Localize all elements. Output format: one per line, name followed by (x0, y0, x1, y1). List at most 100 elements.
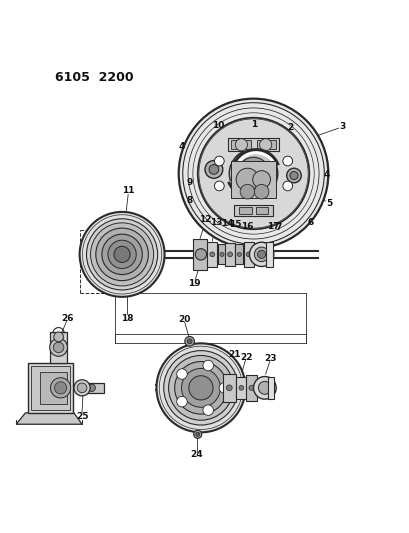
Text: 22: 22 (239, 353, 252, 361)
Bar (218, 244, 225, 264)
Circle shape (202, 405, 213, 415)
Text: 17: 17 (267, 222, 279, 231)
Text: 10: 10 (211, 121, 224, 130)
Text: 15: 15 (229, 220, 241, 229)
Circle shape (252, 171, 270, 189)
Circle shape (195, 249, 206, 260)
Text: 19: 19 (188, 279, 200, 288)
Circle shape (88, 384, 95, 391)
Circle shape (163, 351, 238, 425)
Circle shape (238, 385, 243, 390)
Circle shape (54, 382, 67, 394)
Text: 20: 20 (178, 314, 190, 324)
Bar (82, 383, 104, 393)
Bar (40, 372, 67, 404)
Bar (231, 140, 250, 149)
Text: 5: 5 (326, 198, 332, 207)
Bar (222, 374, 235, 401)
Text: 6: 6 (306, 219, 312, 227)
Circle shape (229, 149, 277, 198)
Circle shape (258, 382, 271, 394)
Circle shape (254, 184, 268, 199)
Circle shape (227, 252, 232, 257)
Bar (235, 244, 243, 264)
Circle shape (196, 251, 203, 258)
Text: 4: 4 (322, 170, 329, 179)
Circle shape (174, 361, 227, 414)
Circle shape (253, 376, 276, 399)
Circle shape (114, 246, 130, 262)
Circle shape (289, 172, 297, 180)
Text: 7: 7 (275, 223, 281, 232)
Text: 12: 12 (198, 215, 211, 224)
Circle shape (240, 184, 254, 199)
Circle shape (249, 242, 273, 266)
Text: 11: 11 (122, 186, 135, 195)
Circle shape (286, 168, 301, 183)
Circle shape (214, 156, 224, 166)
Bar (231, 161, 275, 198)
Bar (265, 242, 272, 266)
Circle shape (181, 368, 220, 407)
Bar (236, 376, 246, 399)
Circle shape (282, 156, 292, 166)
Bar (234, 205, 272, 216)
Circle shape (54, 332, 63, 342)
Circle shape (184, 336, 194, 346)
Circle shape (254, 247, 268, 262)
Circle shape (189, 376, 213, 400)
Circle shape (77, 383, 87, 393)
Circle shape (101, 234, 142, 274)
Bar (239, 207, 251, 214)
Text: 16: 16 (240, 222, 253, 231)
Bar (267, 376, 274, 399)
Bar (49, 333, 67, 363)
Circle shape (49, 338, 67, 356)
Circle shape (202, 360, 213, 371)
Circle shape (219, 252, 223, 256)
Bar (31, 366, 70, 410)
Circle shape (178, 99, 328, 248)
Text: 26: 26 (61, 314, 74, 323)
Bar (28, 363, 72, 413)
Bar (256, 140, 276, 149)
Circle shape (237, 157, 269, 190)
Circle shape (86, 219, 157, 290)
Circle shape (214, 181, 224, 191)
Text: 25: 25 (76, 411, 89, 421)
Circle shape (237, 252, 241, 256)
Text: 13: 13 (209, 219, 222, 227)
Circle shape (209, 252, 214, 257)
Circle shape (90, 223, 153, 286)
Circle shape (176, 397, 187, 407)
Bar (225, 243, 234, 265)
Text: 21: 21 (228, 350, 240, 359)
Circle shape (195, 432, 199, 437)
Circle shape (187, 339, 191, 344)
Circle shape (232, 152, 274, 195)
Circle shape (50, 378, 70, 398)
Bar (207, 242, 217, 266)
Circle shape (282, 181, 292, 191)
Circle shape (236, 168, 258, 191)
Circle shape (197, 118, 309, 229)
Text: 2: 2 (287, 123, 293, 132)
Text: 14: 14 (221, 219, 234, 228)
Text: 9: 9 (186, 178, 192, 187)
Polygon shape (16, 413, 82, 424)
Text: 23: 23 (264, 354, 276, 363)
Circle shape (235, 139, 247, 151)
Circle shape (248, 385, 254, 390)
Text: 3: 3 (339, 122, 345, 131)
Bar (245, 375, 256, 401)
Text: 4: 4 (178, 142, 184, 151)
Text: 6105  2200: 6105 2200 (55, 71, 134, 84)
Circle shape (74, 379, 90, 396)
Circle shape (79, 212, 164, 297)
Circle shape (193, 430, 201, 438)
Circle shape (108, 240, 136, 269)
Circle shape (53, 342, 64, 353)
Circle shape (96, 228, 148, 281)
Circle shape (168, 356, 233, 420)
Text: 24: 24 (190, 450, 203, 459)
